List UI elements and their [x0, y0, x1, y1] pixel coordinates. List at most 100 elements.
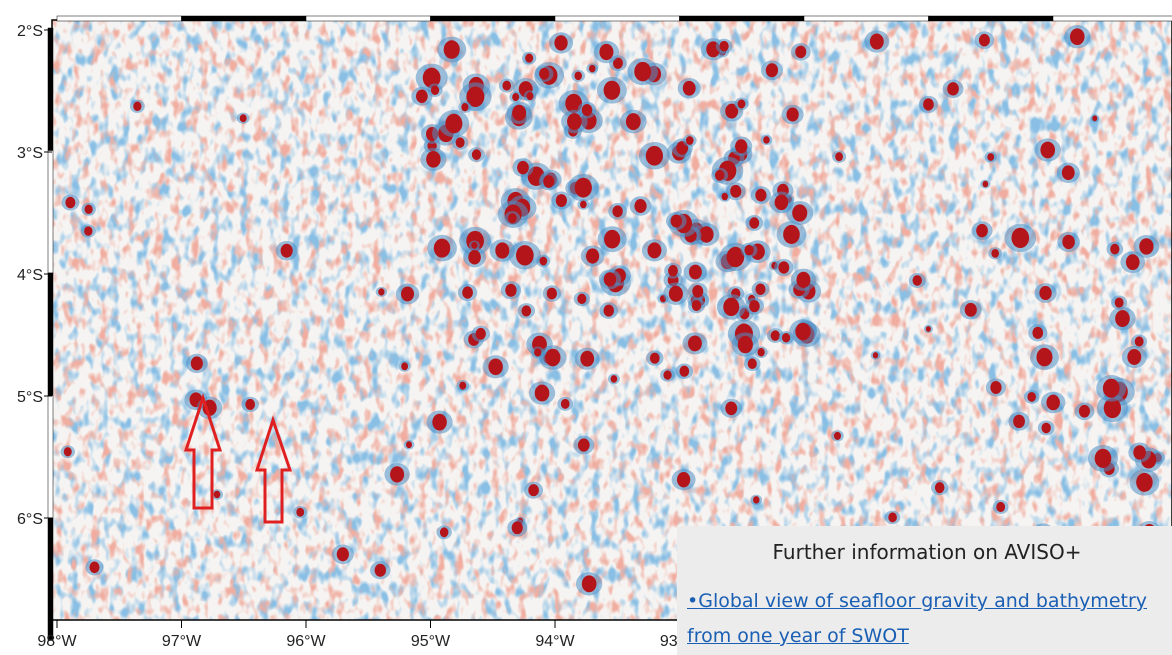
- lat-label: 4°S: [17, 267, 43, 284]
- seamount: [567, 113, 582, 130]
- seamount: [1092, 115, 1097, 121]
- frame-bar: [1053, 16, 1172, 21]
- seamount: [646, 146, 663, 166]
- seamount: [1139, 238, 1153, 254]
- seamount: [923, 98, 934, 110]
- seamount: [612, 205, 622, 217]
- seamount: [539, 257, 547, 266]
- seamount: [456, 137, 465, 148]
- seamount: [1079, 405, 1090, 418]
- seamount: [281, 244, 293, 258]
- lon-label: 97°W: [162, 633, 202, 650]
- frame-bar: [48, 28, 53, 151]
- seamount: [488, 358, 502, 375]
- seamount: [965, 303, 977, 317]
- info-link[interactable]: •Global view of seafloor gravity and bat…: [687, 584, 1172, 654]
- seamount: [471, 242, 477, 249]
- lat-label: 2°S: [17, 23, 43, 40]
- seamount: [686, 136, 694, 145]
- seamount: [547, 288, 557, 300]
- seamount: [543, 175, 554, 188]
- seamount: [604, 81, 621, 100]
- seamount: [1013, 415, 1025, 429]
- frame-bar: [57, 16, 182, 21]
- lat-label: 5°S: [17, 389, 43, 406]
- link-text[interactable]: Global view of seafloor gravity and bath…: [687, 590, 1147, 647]
- seamount: [461, 103, 468, 111]
- seamount: [755, 189, 766, 202]
- seamount: [495, 242, 509, 258]
- seamount: [679, 366, 689, 377]
- seamount: [432, 414, 447, 431]
- seamount: [1036, 348, 1052, 366]
- seamount: [947, 82, 959, 95]
- seamount: [725, 401, 737, 415]
- seamount: [669, 286, 683, 302]
- seamount: [401, 362, 408, 370]
- seamount: [738, 99, 746, 108]
- seamount: [65, 197, 75, 208]
- lat-label: 6°S: [17, 511, 43, 528]
- seamount: [976, 224, 988, 237]
- seamount: [715, 170, 724, 181]
- seamount: [512, 521, 523, 534]
- seamount: [535, 385, 550, 402]
- seamount: [738, 336, 753, 353]
- seamount: [834, 432, 841, 440]
- seamount: [296, 508, 304, 517]
- seamount: [64, 447, 72, 456]
- seamount: [378, 288, 384, 295]
- seamount: [582, 104, 592, 116]
- seamount: [719, 41, 728, 52]
- seamount: [749, 300, 760, 312]
- lat-label: 3°S: [17, 145, 43, 162]
- seamount: [462, 286, 473, 298]
- seamount: [556, 194, 567, 207]
- seamount: [545, 349, 560, 367]
- seamount: [1126, 254, 1140, 270]
- seamount: [792, 204, 807, 221]
- seamount: [337, 547, 349, 561]
- seamount: [539, 68, 549, 80]
- seamount: [1103, 379, 1120, 398]
- lon-label: 94°W: [535, 633, 575, 650]
- seamount: [677, 472, 690, 487]
- seamount: [1115, 297, 1124, 307]
- seamount: [416, 90, 428, 104]
- page: 2°S3°S4°S5°S6°S98°W97°W96°W95°W94°W93°W …: [0, 0, 1172, 655]
- seamount: [476, 328, 486, 340]
- seamount: [512, 93, 519, 101]
- seamount: [775, 195, 789, 211]
- seamount: [796, 272, 810, 288]
- seamount: [689, 265, 702, 280]
- seamount: [786, 108, 798, 122]
- seamount: [763, 136, 770, 143]
- info-heading: Further information on AVISO+: [677, 540, 1172, 564]
- seamount: [89, 561, 99, 573]
- seamount: [604, 230, 620, 249]
- seamount: [1040, 142, 1055, 159]
- seamount: [1115, 310, 1130, 327]
- seamount: [835, 152, 843, 161]
- seamount: [996, 502, 1005, 512]
- seamount: [1135, 336, 1144, 346]
- lon-label: 96°W: [286, 633, 326, 650]
- seamount: [604, 305, 614, 317]
- seamount: [574, 71, 582, 80]
- seamount: [554, 35, 567, 50]
- seamount: [650, 353, 660, 364]
- frame-bar: [48, 273, 53, 396]
- seamount: [578, 438, 590, 451]
- seamount: [663, 370, 671, 379]
- seamount: [756, 284, 766, 295]
- seamount: [744, 245, 753, 256]
- seamount: [1027, 392, 1036, 402]
- seamount: [472, 149, 481, 160]
- seamount: [426, 151, 441, 168]
- lon-label: 98°W: [37, 633, 77, 650]
- seamount: [721, 193, 728, 201]
- seamount: [987, 153, 994, 161]
- seamount: [589, 65, 596, 73]
- seamount: [913, 275, 922, 286]
- seamount: [983, 181, 989, 188]
